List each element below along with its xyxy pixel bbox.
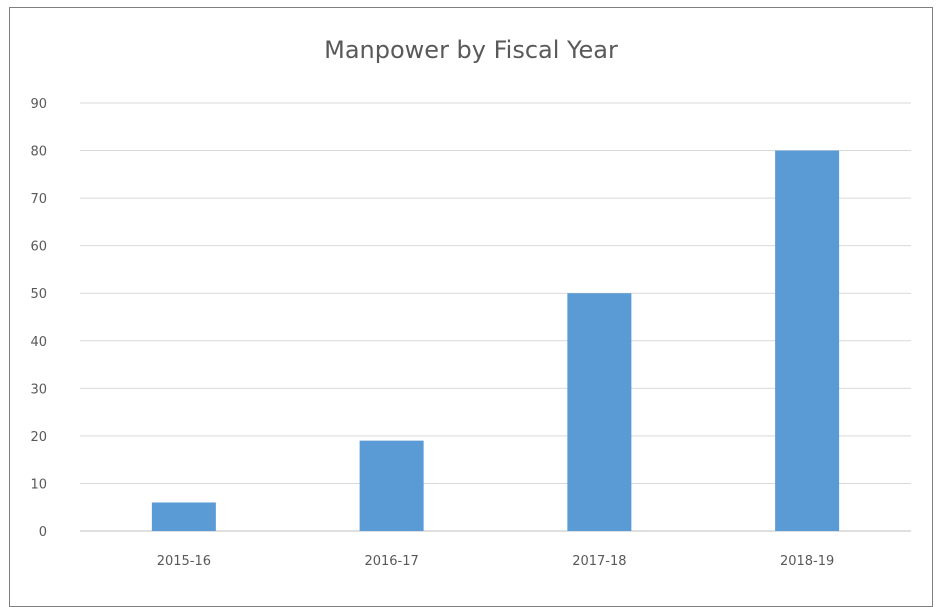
y-tick-label: 30 (30, 382, 47, 397)
x-tick-label: 2018-19 (780, 554, 834, 569)
x-tick-label: 2017-18 (572, 554, 626, 569)
y-tick-label: 0 (39, 525, 47, 540)
y-tick-label: 80 (30, 145, 47, 160)
y-tick-label: 10 (30, 477, 47, 492)
chart-title: Manpower by Fiscal Year (324, 36, 618, 64)
y-tick-label: 40 (30, 335, 47, 350)
bar-2017-18 (567, 293, 632, 531)
bar-2016-17 (359, 440, 424, 531)
y-tick-label: 70 (30, 192, 47, 207)
x-tick-label: 2016-17 (364, 554, 418, 569)
y-tick-label: 60 (30, 240, 47, 255)
x-tick-label: 2015-16 (157, 554, 211, 569)
bar-2018-19 (775, 150, 840, 532)
y-tick-label: 50 (30, 287, 47, 302)
bar-2015-16 (151, 502, 216, 531)
bar-chart-plot: 0 10 20 30 40 50 60 70 80 90 2015-16 2016-17 2017-18… (30, 97, 911, 569)
y-tick-label: 20 (30, 430, 47, 445)
y-tick-label: 90 (30, 97, 47, 112)
